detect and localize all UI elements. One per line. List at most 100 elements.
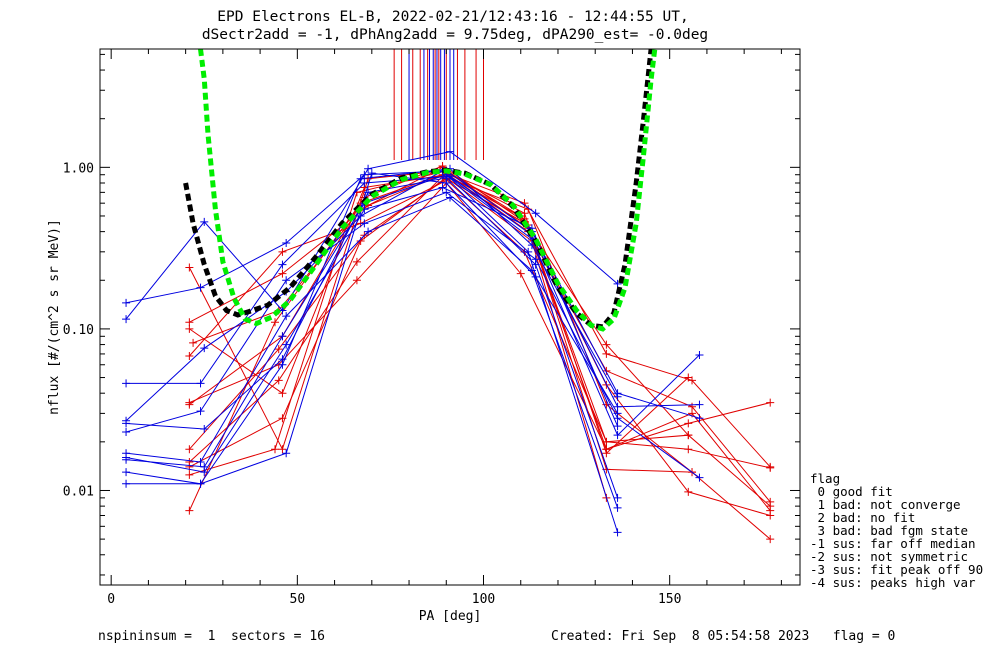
red-series-line — [188, 172, 771, 511]
red-data-point — [352, 276, 361, 285]
blue-data-point — [446, 147, 454, 156]
chart-title-line1: EPD Electrons EL-B, 2022-02-21/12:43:16 … — [217, 9, 688, 25]
black-fit-curve — [183, 49, 654, 330]
blue-data-point — [695, 473, 704, 482]
blue-data-point — [200, 425, 209, 434]
blue-data-point — [613, 402, 622, 411]
red-data-point — [516, 269, 525, 278]
red-data-point — [766, 398, 775, 407]
blue-series-line — [125, 191, 700, 479]
blue-series-line — [126, 170, 700, 419]
legend-item: 1 bad: not converge — [810, 497, 961, 512]
x-tick-label: 0 — [107, 592, 115, 607]
legend-item: -4 sus: peaks high var — [810, 575, 976, 590]
red-data-point — [688, 402, 697, 411]
red-data-point — [271, 445, 279, 454]
red-data-point — [766, 535, 775, 544]
red-data-point — [684, 487, 693, 496]
blue-data-point — [527, 241, 536, 250]
blue-data-point — [364, 227, 373, 236]
red-series-line — [189, 170, 689, 476]
blue-data-point — [531, 209, 540, 218]
blue-data-point — [196, 407, 205, 416]
blue-data-point — [282, 312, 291, 321]
red-data-point — [278, 445, 287, 454]
blue-data-point — [367, 169, 376, 178]
blue-data-point — [278, 260, 287, 269]
red-data-point — [766, 511, 775, 520]
legend-item: 0 good fit — [810, 484, 893, 499]
red-data-point — [271, 318, 279, 327]
blue-data-point — [200, 468, 209, 477]
blue-data-point — [122, 419, 131, 428]
red-series-line — [189, 178, 771, 540]
blue-data-point — [695, 350, 704, 359]
flag-legend: flag 0 good fit 1 bad: not converge 2 ba… — [810, 471, 983, 590]
blue-data-point — [613, 392, 622, 401]
red-data-point — [189, 338, 198, 347]
plot-area — [122, 49, 775, 544]
footer-right: Created: Fri Sep 8 05:54:58 2023 flag = … — [551, 629, 895, 644]
blue-data-point — [695, 400, 704, 409]
legend-item: 3 bad: bad fgm state — [810, 523, 968, 538]
red-data-point — [766, 462, 775, 471]
blue-data-point — [613, 422, 622, 431]
legend-item: -2 sus: not symmetric — [810, 549, 968, 564]
red-data-point — [274, 376, 283, 385]
blue-data-point — [196, 479, 205, 488]
red-series-line — [189, 178, 693, 473]
red-data-point — [602, 340, 611, 349]
y-tick-label: 1.00 — [63, 161, 94, 176]
blue-series-line — [126, 177, 619, 499]
red-data-point — [278, 389, 287, 398]
red-data-point — [185, 445, 194, 454]
x-tick-label: 100 — [472, 592, 495, 607]
y-axis-label: nflux [#/(cm^2 s sr MeV)] — [47, 219, 62, 415]
blue-data-point — [282, 276, 291, 285]
blue-data-point — [122, 479, 131, 488]
red-data-point — [602, 445, 611, 454]
blue-data-point — [531, 260, 540, 269]
blue-data-point — [278, 355, 287, 364]
green-fit-curve — [198, 49, 658, 332]
blue-data-point — [613, 431, 622, 440]
x-axis-label: PA [deg] — [419, 609, 482, 624]
blue-data-point — [360, 178, 369, 187]
legend-title: flag — [810, 471, 840, 486]
red-data-point — [278, 247, 287, 256]
red-data-point — [684, 419, 693, 428]
blue-series-line — [126, 174, 700, 468]
red-data-point — [602, 437, 611, 446]
red-data-point — [274, 345, 283, 354]
blue-data-point — [200, 344, 209, 353]
blue-data-point — [356, 174, 365, 183]
blue-data-point — [122, 468, 131, 477]
red-data-point — [185, 400, 194, 409]
blue-data-point — [196, 379, 205, 388]
blue-data-point — [364, 164, 373, 173]
red-data-point — [684, 445, 693, 454]
axes: 0 50 100 150 0.01 0.10 1.00 — [63, 49, 800, 607]
blue-data-point — [442, 173, 451, 182]
blue-data-point — [282, 449, 291, 458]
blue-data-point — [531, 272, 540, 281]
blue-data-point — [613, 528, 622, 537]
blue-data-point — [122, 453, 131, 462]
red-data-point — [688, 376, 697, 385]
red-series-line — [189, 174, 771, 512]
blue-data-point — [613, 493, 622, 502]
blue-data-point — [282, 239, 291, 248]
red-data-point — [185, 263, 194, 272]
blue-data-point — [282, 340, 291, 349]
red-data-point — [185, 351, 194, 360]
x-tick-label: 150 — [658, 592, 681, 607]
red-series-line — [189, 182, 771, 450]
y-tick-label: 0.01 — [63, 484, 94, 499]
blue-data-point — [122, 298, 131, 307]
red-data-point — [352, 257, 361, 266]
blue-series-line — [125, 170, 619, 533]
blue-data-point — [122, 315, 131, 324]
blue-data-point — [613, 503, 622, 512]
blue-data-point — [438, 183, 447, 192]
blue-data-point — [122, 379, 131, 388]
